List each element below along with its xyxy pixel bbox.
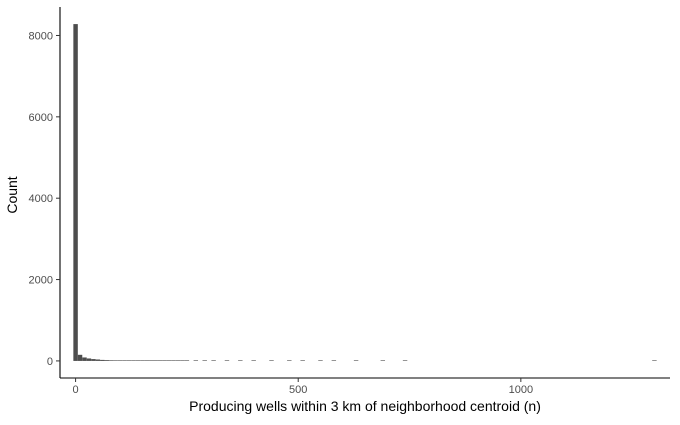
histogram-bar [149, 360, 154, 361]
histogram-bar [331, 360, 337, 361]
histogram-bar [153, 360, 158, 361]
histogram-bar [113, 360, 118, 361]
histogram-bar [100, 359, 105, 361]
histogram-bar [287, 360, 292, 361]
histogram-bar [82, 357, 87, 361]
histogram-bar [353, 360, 359, 361]
histogram-bar [318, 360, 323, 361]
histogram-bar [402, 360, 408, 361]
histogram-bar [162, 360, 167, 361]
histogram-bar [300, 360, 305, 361]
histogram-bar [91, 359, 96, 361]
x-axis-title: Producing wells within 3 km of neighborh… [189, 398, 541, 414]
ticks-layer: 0 2000 4000 6000 8000 0 500 1000 [29, 30, 534, 396]
histogram-bar [202, 360, 207, 361]
histogram-bar [117, 360, 123, 361]
x-tick-label: 0 [73, 384, 79, 396]
histogram-bar [86, 358, 92, 361]
histogram-bar [193, 360, 199, 361]
histogram-bar [175, 360, 181, 361]
histogram-bar [269, 360, 274, 361]
histogram-bar [171, 360, 176, 361]
histogram-bar [224, 360, 230, 361]
axes-layer [59, 7, 670, 379]
histogram-bar [77, 354, 83, 361]
histogram-bar [157, 360, 163, 361]
y-tick-label: 0 [47, 356, 53, 368]
histogram-bar [238, 360, 243, 361]
histogram-bar [126, 360, 132, 361]
x-tick-label: 1000 [509, 384, 533, 396]
y-axis-title: Count [4, 176, 20, 213]
y-tick-label: 4000 [29, 193, 53, 205]
histogram-bar [144, 360, 150, 361]
histogram-bar [140, 360, 145, 361]
histogram-bar [122, 360, 127, 361]
histogram-bar [380, 360, 386, 361]
histogram-bar [108, 360, 114, 361]
histogram-bar [652, 360, 657, 361]
histogram-bar [95, 359, 101, 361]
histogram-bar [135, 360, 141, 361]
histogram-bar [211, 360, 216, 361]
y-tick-label: 6000 [29, 112, 53, 124]
histogram-bar [73, 24, 78, 361]
x-tick-label: 500 [289, 384, 307, 396]
bars-layer [73, 24, 657, 361]
histogram-bar [184, 360, 190, 361]
histogram-bar [131, 360, 136, 361]
histogram-bar [251, 360, 256, 361]
histogram-bar [104, 360, 109, 361]
histogram-bar [180, 360, 185, 361]
histogram-bar [166, 360, 172, 361]
y-tick-label: 2000 [29, 275, 53, 287]
y-tick-label: 8000 [29, 30, 53, 42]
